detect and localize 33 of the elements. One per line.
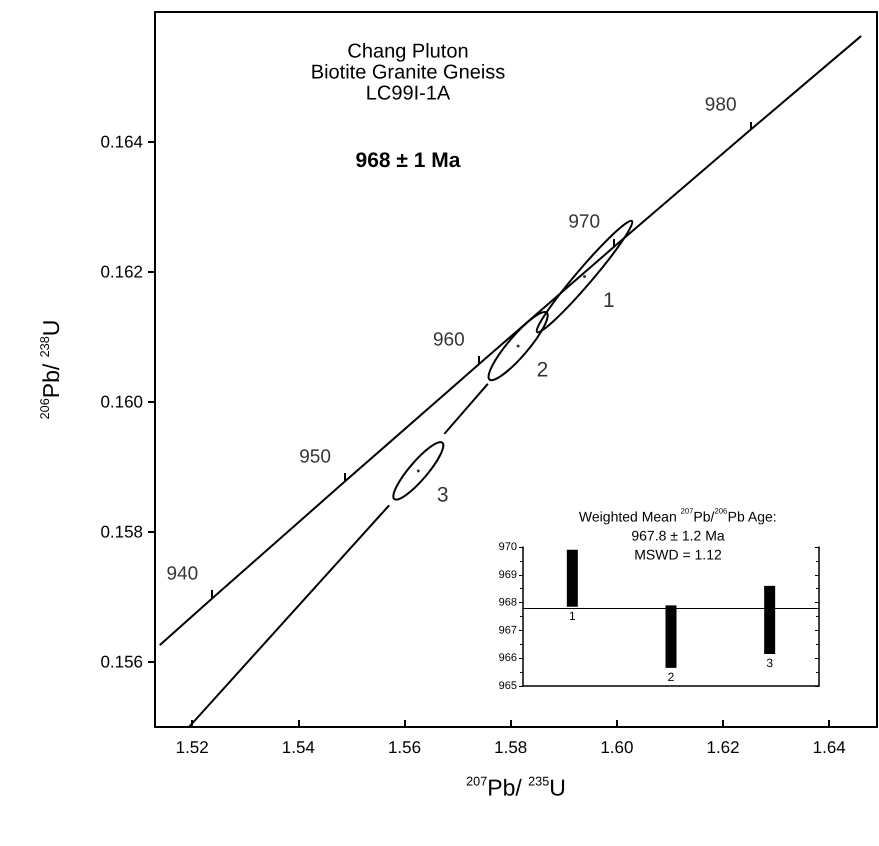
- series-label: 1: [602, 289, 615, 312]
- y-tick-label: 966: [498, 652, 517, 664]
- point: [516, 344, 520, 348]
- y-tick-label: 965: [498, 680, 517, 692]
- x-tick-label: 1.54: [282, 738, 315, 757]
- x-tick-label: 1.58: [494, 738, 528, 757]
- y-axis-title: 206Pb/ 238U: [38, 320, 64, 420]
- x-tick-label: 1.52: [176, 738, 209, 757]
- y-tick-label: 969: [498, 568, 517, 581]
- text: Chang Pluton Biotite Granite Gneiss LC99I-1A: [310, 40, 506, 104]
- annotation: 970: [568, 212, 600, 233]
- y-tick-label: 0.164: [100, 132, 143, 152]
- annotation: 940: [166, 563, 198, 584]
- y-tick-label: 967: [498, 624, 517, 636]
- annotation: 980: [704, 94, 736, 116]
- x-tick-label: 1.56: [388, 738, 422, 757]
- y-tick-label: 0.160: [100, 392, 143, 412]
- x-tick-label: 1.62: [706, 738, 740, 757]
- y-tick-label: 0.156: [100, 652, 143, 672]
- annotation: 960: [432, 329, 465, 350]
- x-tick-label: 1.60: [600, 738, 634, 757]
- series-label: 2: [536, 358, 548, 382]
- text: 968 ± 1 Ma: [356, 149, 461, 172]
- y-tick-label: 0.162: [100, 262, 143, 282]
- series-label: 3: [436, 483, 449, 506]
- point: [416, 469, 420, 472]
- y-tick-label: 0.158: [100, 522, 143, 542]
- line-series: [158, 35, 862, 646]
- y-tick-label: 968: [498, 596, 517, 609]
- annotation: 950: [299, 446, 331, 468]
- y-tick-label: 970: [498, 541, 517, 553]
- x-tick-label: 1.64: [812, 738, 846, 757]
- point: [582, 275, 586, 278]
